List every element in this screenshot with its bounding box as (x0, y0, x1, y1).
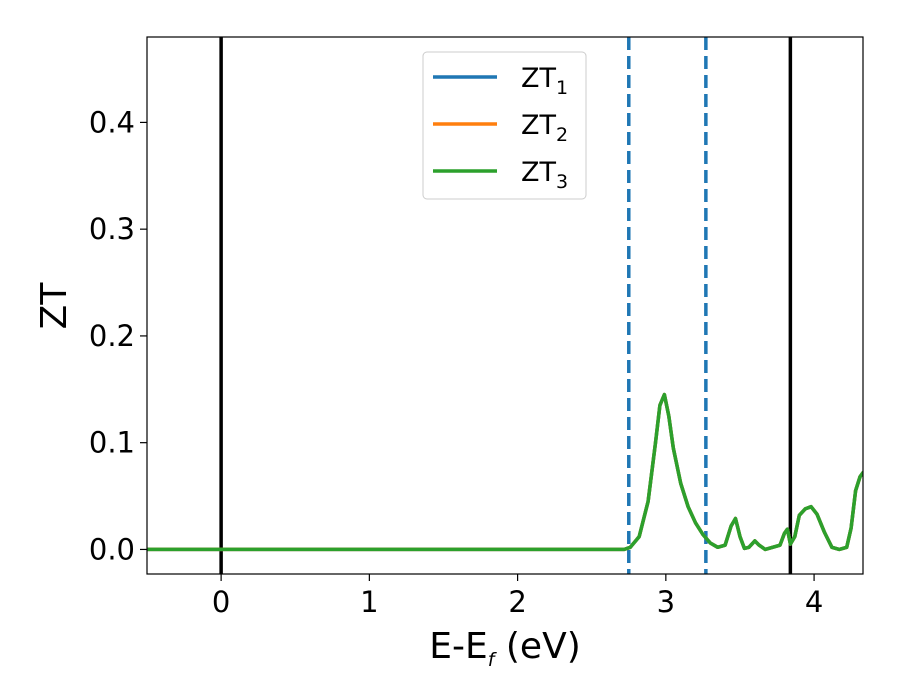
reference-lines (219, 37, 793, 574)
x-tick-label: 0 (212, 585, 230, 619)
plot-frame (146, 36, 864, 575)
y-ticks: 0.0 0.1 0.2 0.3 0.4 (89, 105, 147, 566)
y-axis-label: ZT (34, 282, 75, 330)
legend-label-zt3: ZT3 (521, 157, 568, 193)
series-lines (147, 392, 863, 552)
x-tick-label: 2 (508, 585, 526, 619)
x-tick-label: 3 (657, 585, 675, 619)
x-axis-label: E-Ef (eV) (429, 626, 581, 671)
y-tick-label: 0.4 (89, 105, 135, 139)
legend-label-zt2: ZT2 (521, 110, 568, 146)
x-tick-label: 1 (360, 585, 378, 619)
legend-frame (422, 51, 587, 200)
legend-label-zt1: ZT1 (521, 63, 568, 99)
y-tick-label: 0.2 (89, 319, 135, 353)
series-line-zt3 (147, 392, 863, 552)
x-ticks: 0 1 2 3 4 (212, 574, 823, 619)
legend: ZT1 ZT2 ZT3 (422, 51, 587, 200)
y-tick-label: 0.3 (89, 212, 135, 246)
y-tick-label: 0.0 (89, 532, 135, 566)
y-tick-label: 0.1 (89, 426, 135, 460)
x-tick-label: 4 (805, 585, 823, 619)
